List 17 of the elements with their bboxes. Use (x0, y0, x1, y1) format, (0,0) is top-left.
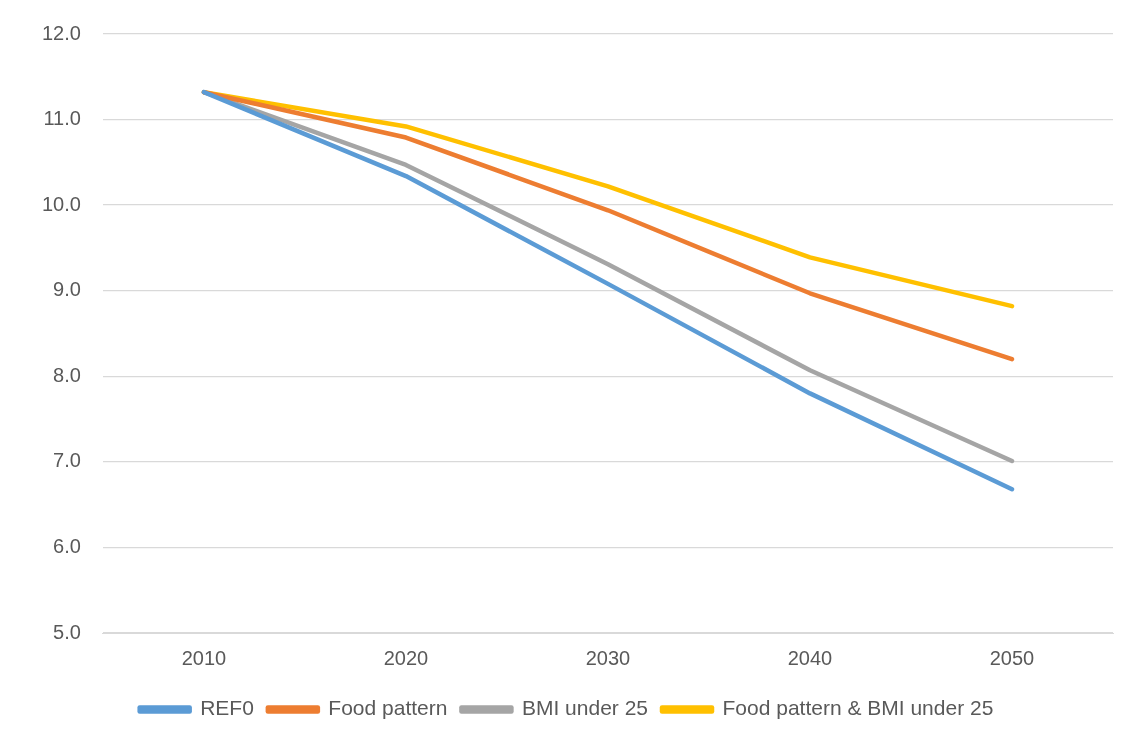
x-tick-label: 2020 (383, 646, 429, 669)
x-tick-label: 2040 (787, 646, 833, 669)
y-tick-label: 5.0 (53, 620, 81, 643)
legend-label: Food pattern & BMI under 25 (722, 696, 994, 720)
y-tick-label: 7.0 (53, 449, 81, 472)
legend-label: BMI under 25 (521, 696, 649, 720)
y-tick-label: 9.0 (53, 278, 81, 301)
y-tick-label: 8.0 (53, 363, 81, 386)
y-tick-label: 10.0 (41, 192, 81, 215)
legend-label: Food pattern (328, 696, 448, 720)
y-tick-label: 12.0 (41, 21, 81, 44)
legend-label: REF0 (200, 696, 254, 720)
y-tick-label: 11.0 (43, 107, 81, 130)
y-tick-label: 6.0 (53, 534, 81, 557)
x-tick-label: 2010 (181, 646, 227, 669)
x-tick-label: 2030 (585, 646, 631, 669)
x-tick-label: 2050 (989, 646, 1035, 669)
